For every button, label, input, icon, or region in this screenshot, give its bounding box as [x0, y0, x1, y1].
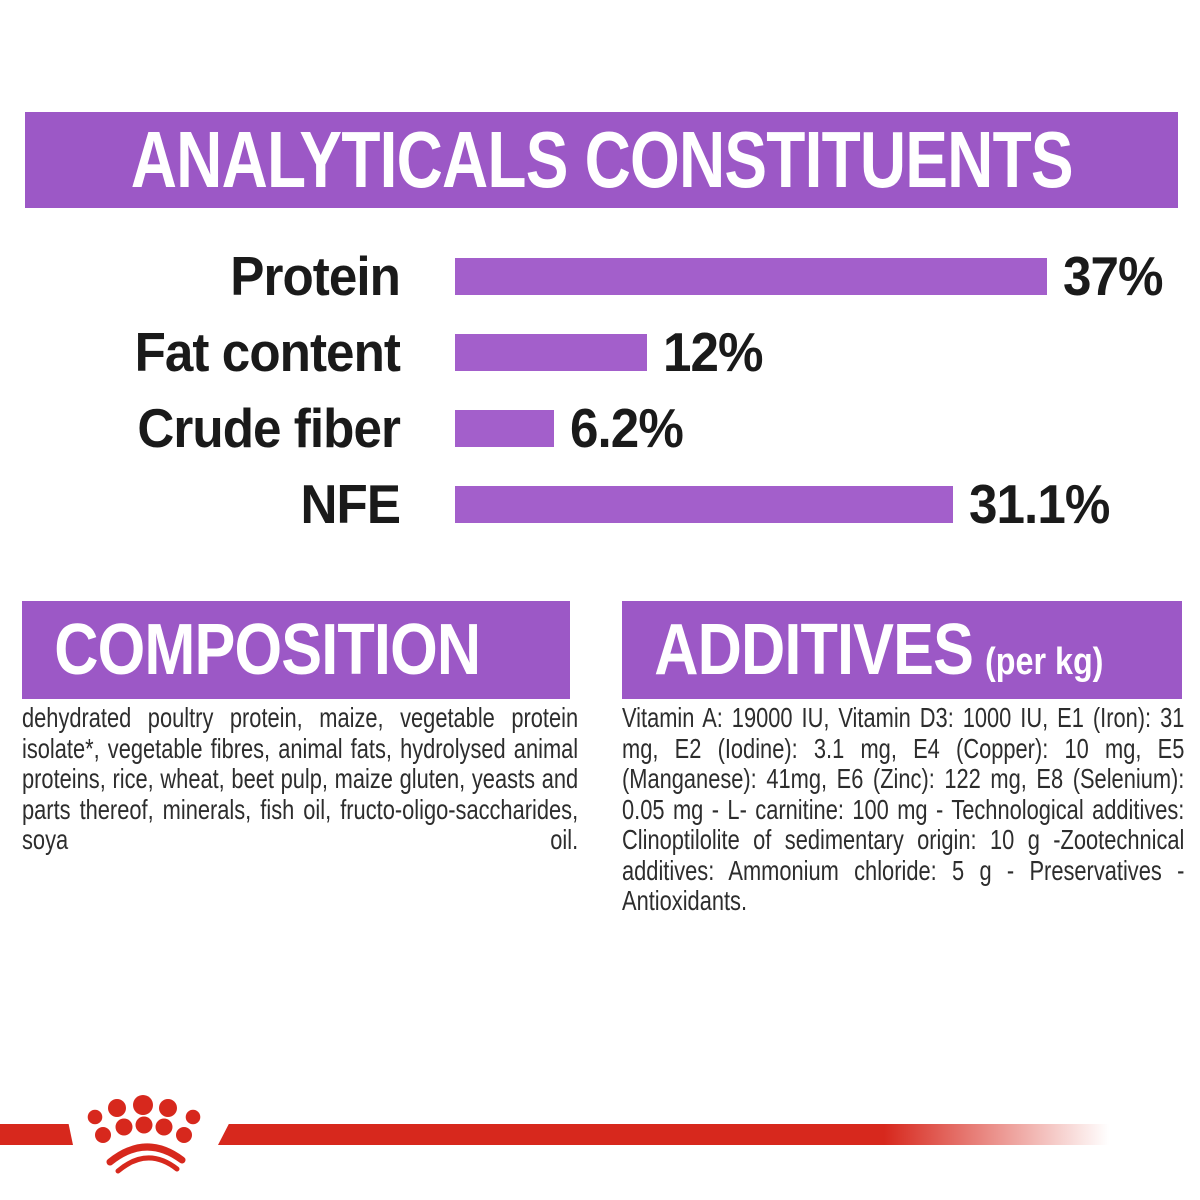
- additives-per-kg-label: (per kg): [984, 641, 1104, 683]
- chart-value-label: 37%: [1063, 245, 1164, 307]
- chart-value-label: 31.1%: [968, 473, 1110, 535]
- red-band-left: [0, 1124, 73, 1145]
- chart-category-label: Protein: [230, 245, 401, 307]
- chart-bar: [455, 257, 1047, 295]
- royal-canin-crown-logo: [87, 1095, 201, 1174]
- analyticals-bar-chart: Protein 37% Fat content 12% Crude fiber 6.2% N…: [0, 238, 1200, 542]
- chart-row-nfe: NFE 31.1%: [0, 466, 1200, 542]
- chart-bar: [455, 485, 953, 523]
- chart-value-label: 6.2%: [570, 397, 684, 459]
- additives-heading-label: ADDITIVES: [654, 610, 974, 690]
- analyticals-title: ANALYTICALS CONSTITUENTS: [130, 115, 1073, 204]
- chart-category-label: Fat content: [134, 321, 401, 383]
- additives-text: Vitamin A: 19000 IU, Vitamin D3: 1000 IU…: [622, 702, 1185, 916]
- chart-bar: [455, 333, 647, 371]
- chart-value-label: 12%: [663, 321, 764, 383]
- analyticals-banner: ANALYTICALS CONSTITUENTS: [25, 112, 1178, 208]
- chart-category-label: Crude fiber: [137, 397, 401, 459]
- composition-heading-box: COMPOSITION: [22, 601, 570, 699]
- additives-heading-box: ADDITIVES (per kg): [622, 601, 1182, 699]
- composition-text: dehydrated poultry protein, maize, veget…: [22, 702, 579, 855]
- red-band-right: [218, 1124, 1118, 1145]
- chart-row-protein: Protein 37%: [0, 238, 1200, 314]
- chart-row-fat-content: Fat content 12%: [0, 314, 1200, 390]
- chart-bar: [455, 409, 555, 447]
- chart-row-crude-fiber: Crude fiber 6.2%: [0, 390, 1200, 466]
- additives-heading: ADDITIVES (per kg): [622, 609, 1103, 691]
- composition-heading: COMPOSITION: [54, 610, 481, 690]
- chart-category-label: NFE: [300, 473, 400, 535]
